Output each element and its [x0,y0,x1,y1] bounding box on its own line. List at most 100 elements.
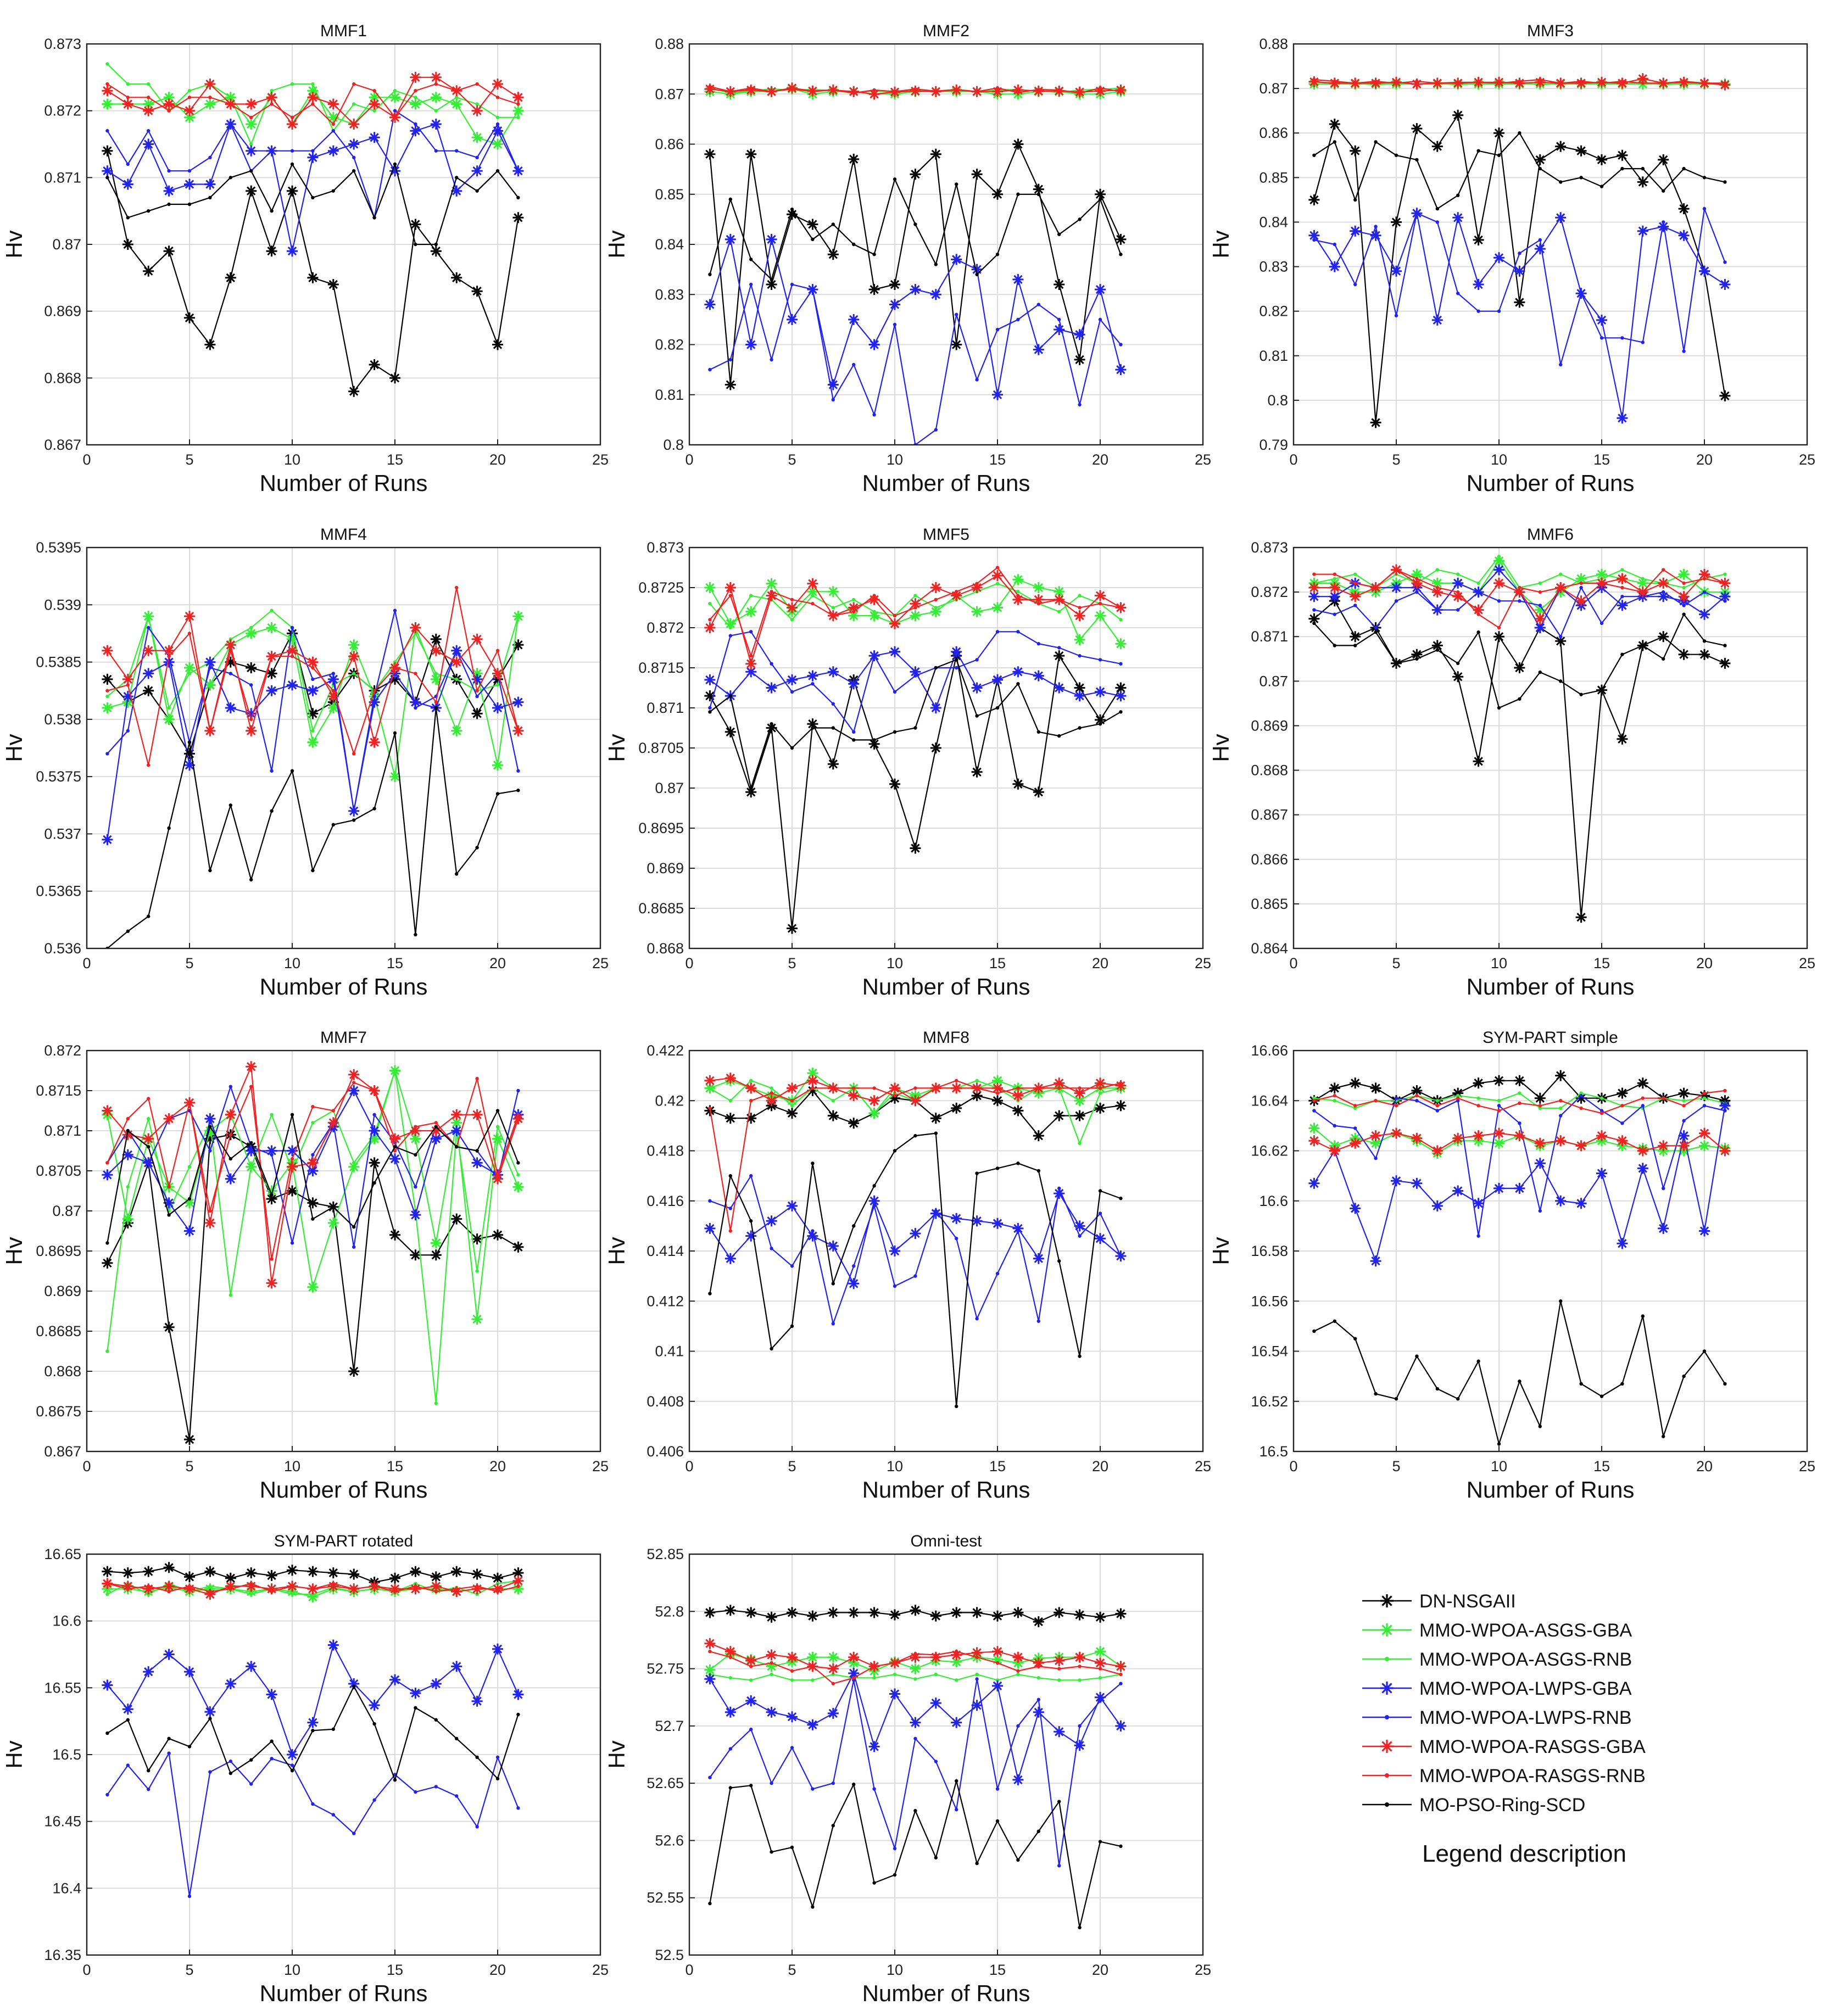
data-point [389,372,400,384]
data-point [1456,292,1460,295]
x-tick-label: 20 [489,1458,506,1475]
data-point [1394,1397,1398,1401]
data-point [311,677,315,682]
data-point [187,1101,192,1105]
data-point [1411,79,1423,90]
data-point [1600,81,1604,85]
data-point [995,86,1000,90]
data-point [512,1575,524,1587]
data-point [1493,1182,1504,1194]
data-point [430,119,442,130]
y-tick-label: 0.8685 [638,900,684,917]
data-point [228,1587,232,1591]
data-point [1308,76,1320,87]
data-point [270,209,274,213]
data-point [372,694,376,699]
data-point [290,769,294,773]
series-mo-pso-ring-scd [1312,1299,1727,1447]
data-point [1699,1140,1710,1152]
data-point [708,367,712,372]
x-tick-label: 5 [185,955,193,971]
data-point [1493,127,1504,139]
data-point [1353,1106,1357,1110]
data-point [311,149,315,153]
data-point [430,92,442,103]
chart-title: MMF6 [1527,526,1574,544]
data-point [331,129,335,133]
data-point [893,177,897,181]
data-point [311,82,315,86]
data-point [728,1786,733,1790]
data-point [1098,602,1102,606]
data-point [852,597,856,602]
data-point [1620,1121,1624,1125]
data-point [372,1798,376,1802]
data-point [122,1581,133,1592]
data-point [1641,577,1645,580]
y-tick-label: 0.8715 [36,1082,81,1099]
data-point [831,1099,835,1103]
data-point [749,1174,753,1178]
chart-title: Omni-test [910,1532,982,1550]
data-point [249,1582,253,1585]
data-point [372,807,376,811]
data-point [1575,1092,1587,1104]
series-line [709,282,1122,445]
x-tick-label: 5 [185,1458,193,1475]
data-point [1559,180,1563,184]
data-point [831,1322,835,1326]
data-point [516,1113,520,1117]
data-point [848,1657,860,1669]
data-point [1538,166,1542,171]
data-point [1074,1220,1085,1232]
data-point [708,1775,712,1779]
data-point [475,102,479,106]
data-point [1329,591,1340,602]
data-point [790,1099,794,1103]
x-tick-label: 0 [685,955,693,971]
data-point [516,788,520,792]
data-point [766,1706,777,1718]
x-tick-label: 15 [1593,955,1610,971]
data-point [184,312,195,323]
data-point [1016,594,1020,597]
legend-swatch-marker [1380,1740,1394,1753]
data-point [1370,230,1381,241]
data-point [1078,606,1082,610]
x-tick-label: 10 [887,451,903,468]
data-point [327,696,339,708]
data-point [105,1582,109,1585]
data-point [389,1229,400,1241]
data-point [971,1607,983,1618]
data-point [184,1583,195,1595]
y-tick-label: 0.41 [655,1343,684,1360]
data-point [266,668,277,679]
data-point [163,713,175,725]
data-point [848,1090,860,1102]
x-tick-label: 10 [887,1962,903,1978]
data-point [971,1647,983,1658]
data-point [930,1697,941,1709]
data-point [184,1666,195,1678]
data-point [495,649,500,652]
data-point [348,1366,360,1377]
data-point [126,162,130,166]
data-point [913,1133,917,1138]
data-point [992,389,1003,400]
data-point [1702,206,1707,211]
data-point [975,1672,979,1677]
data-point [246,1145,257,1157]
data-point [1033,1253,1044,1264]
data-point [893,90,897,93]
data-point [1579,1091,1583,1095]
data-point [1074,1087,1085,1099]
data-point [246,708,257,719]
legend-item-mmo-wpoa-asgs-rnb: MMO-WPOA-ASGS-RNB [1362,1649,1632,1670]
data-point [807,1719,818,1730]
data-point [434,1589,438,1594]
data-point [126,729,130,733]
data-point [1497,1099,1501,1103]
data-point [1723,599,1727,603]
data-point [516,102,520,106]
data-point [290,1592,294,1596]
